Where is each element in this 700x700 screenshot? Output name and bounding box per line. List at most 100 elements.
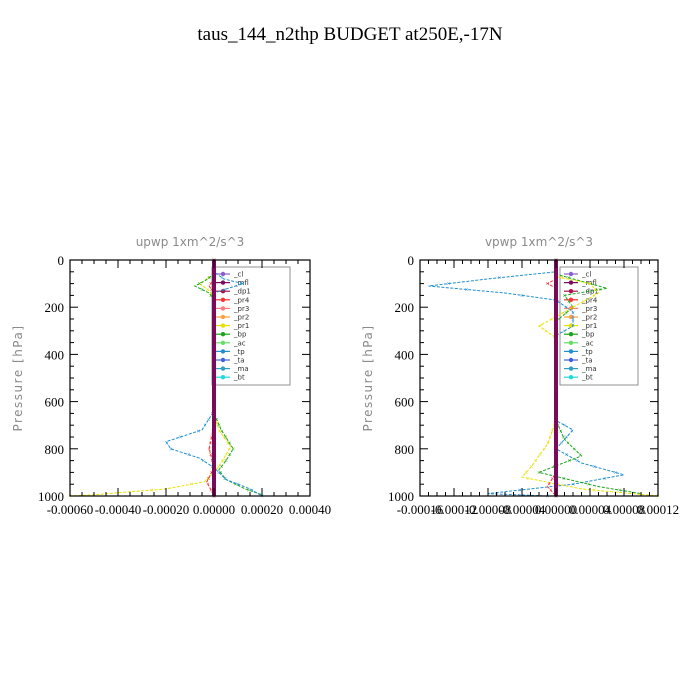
series-marker: × <box>563 327 567 335</box>
series-marker: × <box>598 286 602 294</box>
series-line-bp <box>193 260 263 496</box>
legend-label: _pr2 <box>233 314 249 322</box>
legend-marker <box>220 357 226 363</box>
series-marker: × <box>209 292 213 300</box>
series-marker: × <box>554 404 558 412</box>
y-tick-label: 600 <box>45 395 65 410</box>
x-tick-label: -0.00004 <box>499 502 546 517</box>
series-marker: × <box>554 333 558 341</box>
series-marker: × <box>220 274 224 282</box>
series-marker: × <box>206 481 210 489</box>
y-tick-label: 0 <box>408 253 415 268</box>
x-tick-label: -0.00040 <box>95 502 142 517</box>
series-marker: × <box>524 469 528 477</box>
legend-marker <box>220 366 226 371</box>
series-marker: × <box>563 292 567 300</box>
series-marker: × <box>200 286 204 294</box>
legend-marker <box>568 297 574 302</box>
legend-label: _pr3 <box>581 305 597 313</box>
series-marker: × <box>231 445 235 453</box>
x-tick-label: -0.00012 <box>431 502 478 517</box>
legend-marker <box>220 306 226 311</box>
panel-title: vpwp 1xm^2/s^3 <box>485 235 593 249</box>
series-marker: × <box>554 351 558 359</box>
series-marker: × <box>554 292 558 300</box>
series-marker: × <box>212 416 216 424</box>
series-marker: × <box>554 369 558 377</box>
series-marker: × <box>572 445 576 453</box>
figure-title: taus_144_n2thp BUDGET at250E,-17N <box>197 24 502 45</box>
series-marker: × <box>559 428 563 436</box>
series-marker: × <box>210 469 214 477</box>
legend-label: _pr2 <box>581 314 597 322</box>
series-marker: × <box>538 451 542 459</box>
series-marker: × <box>554 380 558 388</box>
series-marker: × <box>571 310 575 318</box>
series-marker: × <box>224 451 228 459</box>
series-marker: × <box>592 463 596 471</box>
legend-label: _pr1 <box>581 322 597 330</box>
legend-label: _ac <box>581 339 594 347</box>
series-marker: × <box>546 439 550 447</box>
series-marker: × <box>592 487 596 495</box>
series-line-pr1 <box>69 260 232 497</box>
series-marker: × <box>224 434 228 442</box>
series-marker: × <box>554 416 558 424</box>
series-marker: × <box>560 310 564 318</box>
series-marker: × <box>561 434 565 442</box>
legend-marker <box>220 271 226 277</box>
series-marker: × <box>537 469 541 477</box>
y-tick-label: 400 <box>45 347 65 362</box>
legend-label: _tp <box>581 348 593 356</box>
x-tick-label: 0.00008 <box>603 502 645 517</box>
legend-label: _pr4 <box>581 296 598 304</box>
series-marker: × <box>554 268 558 276</box>
legend-marker <box>568 340 574 345</box>
series-marker: × <box>564 304 568 312</box>
series-marker: × <box>209 487 213 495</box>
series-marker: × <box>218 428 222 436</box>
series-marker: × <box>554 439 558 447</box>
legend-label: _bt <box>233 374 245 382</box>
series-marker: × <box>446 280 450 288</box>
series-marker: × <box>212 280 216 288</box>
legend-marker <box>568 349 574 354</box>
y-tick-label: 400 <box>395 347 415 362</box>
y-axis-label: Pressure [hPa] <box>361 324 375 431</box>
legend-marker <box>220 297 226 302</box>
series-marker: × <box>241 280 245 288</box>
series-marker: × <box>212 310 216 318</box>
series-marker: × <box>212 357 216 365</box>
series-marker: × <box>210 434 214 442</box>
series-marker: × <box>208 439 212 447</box>
series-marker: × <box>150 487 154 495</box>
y-tick-label: 0 <box>58 253 65 268</box>
legend-label: _cl <box>581 271 591 279</box>
series-marker: × <box>554 280 558 288</box>
x-tick-label: 0.00000 <box>193 502 235 517</box>
series-marker: × <box>212 469 216 477</box>
legend-marker <box>568 271 574 277</box>
series-marker: × <box>560 274 564 282</box>
panel-title: upwp 1xm^2/s^3 <box>136 235 245 249</box>
series-marker: × <box>520 292 524 300</box>
series-marker: × <box>588 280 592 288</box>
series-marker: × <box>212 286 216 294</box>
series-marker: × <box>212 339 216 347</box>
series-marker: × <box>554 428 558 436</box>
legend-label: _pr3 <box>233 305 249 313</box>
series-marker: × <box>562 475 566 483</box>
series-marker: × <box>221 457 225 465</box>
legend-marker <box>568 366 574 371</box>
series-marker: × <box>542 445 546 453</box>
legend-marker <box>568 332 574 337</box>
x-tick-label: 0.00004 <box>569 502 612 517</box>
series-marker: × <box>209 451 213 459</box>
legend-label: _cl <box>233 271 243 279</box>
series-marker: × <box>614 469 618 477</box>
series-marker: × <box>570 428 574 436</box>
x-tick-label: 0.00040 <box>289 502 331 517</box>
legend-label: _bt <box>581 374 593 382</box>
series-line-tp <box>165 260 263 497</box>
